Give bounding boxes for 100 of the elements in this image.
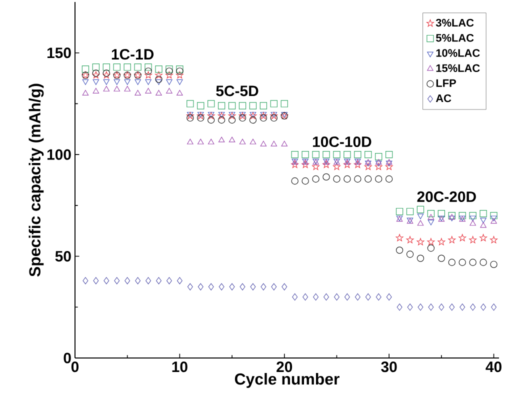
point: [344, 150, 351, 158]
point: [332, 162, 340, 170]
point: [187, 138, 194, 144]
point: [385, 175, 393, 183]
point: [260, 102, 268, 110]
point: [176, 71, 184, 78]
point: [155, 66, 162, 73]
point: [470, 304, 476, 311]
point: [165, 71, 173, 78]
point: [82, 66, 90, 73]
point: [490, 236, 498, 244]
point: [449, 304, 455, 311]
point: [480, 304, 486, 311]
point: [428, 220, 434, 226]
point: [93, 277, 99, 284]
point: [313, 293, 319, 301]
point: [428, 304, 434, 311]
point: [291, 177, 298, 185]
point: [438, 304, 444, 311]
point: [228, 136, 236, 142]
point: [114, 79, 120, 85]
point: [364, 175, 372, 183]
point: [406, 250, 414, 258]
point: [438, 254, 446, 262]
point: [281, 140, 288, 146]
point: [124, 64, 131, 71]
annotation: 10C-10D: [313, 136, 372, 148]
point: [197, 102, 204, 110]
point: [385, 150, 393, 158]
point: [470, 216, 476, 222]
point: [385, 162, 393, 170]
point: [92, 79, 100, 85]
point: [271, 283, 277, 290]
point: [480, 222, 486, 228]
point: [354, 175, 362, 183]
point: [490, 216, 497, 222]
point: [480, 218, 486, 224]
point: [208, 116, 215, 124]
point: [187, 283, 193, 290]
point: [260, 283, 266, 290]
point: [322, 173, 330, 181]
point: [156, 277, 162, 284]
annotation: 5C-5D: [216, 86, 258, 96]
point: [239, 138, 246, 144]
point: [322, 150, 330, 158]
point: [396, 234, 404, 242]
point: [374, 162, 382, 170]
point: [292, 293, 298, 301]
point: [176, 79, 183, 85]
point: [416, 206, 424, 214]
point: [102, 64, 110, 71]
point: [144, 71, 152, 78]
x-tick-label: 10: [172, 362, 188, 372]
point: [354, 150, 362, 158]
point: [208, 100, 215, 108]
point: [92, 64, 100, 71]
point: [396, 304, 402, 311]
point: [291, 150, 298, 158]
point: [417, 220, 424, 226]
point: [407, 304, 413, 311]
point: [302, 150, 309, 158]
point: [406, 236, 414, 244]
point: [396, 208, 404, 216]
point: [240, 283, 246, 290]
point: [427, 244, 435, 252]
point: [438, 238, 446, 246]
point: [260, 140, 267, 146]
point: [323, 293, 330, 301]
point: [104, 277, 110, 284]
point: [469, 212, 476, 220]
point: [396, 246, 404, 254]
point: [438, 210, 446, 218]
point: [82, 79, 89, 85]
point: [228, 116, 236, 124]
point: [113, 64, 120, 71]
point: [428, 214, 434, 220]
point: [134, 79, 141, 85]
y-tick-label: 100: [47, 149, 71, 160]
point: [344, 175, 351, 183]
point: [92, 88, 100, 94]
point: [480, 234, 488, 242]
point: [103, 86, 110, 92]
point: [302, 293, 308, 301]
x-tick-label: 0: [71, 362, 79, 372]
point: [250, 283, 256, 290]
point: [344, 293, 350, 301]
point: [239, 112, 246, 118]
point: [470, 220, 476, 226]
x-axis-title: Cycle number: [234, 372, 340, 388]
point: [156, 79, 162, 85]
point: [249, 102, 257, 110]
point: [448, 236, 456, 244]
point: [480, 258, 487, 266]
point: [208, 138, 214, 144]
point: [238, 102, 246, 110]
point: [134, 64, 142, 71]
point: [280, 100, 288, 108]
point: [218, 102, 226, 110]
point: [144, 68, 152, 75]
point: [228, 102, 236, 110]
